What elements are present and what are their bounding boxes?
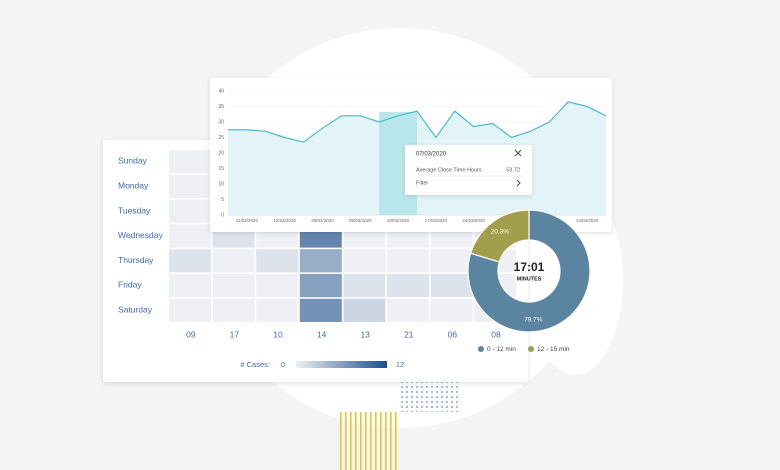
donut-slice [469,209,530,263]
x-tick-label: 05/03/2020 [349,218,372,223]
close-icon[interactable] [514,149,522,157]
y-tick-label: 20 [218,150,224,156]
heat-cell [169,150,211,174]
y-tick-label: 10 [218,181,224,187]
y-tick-label: 15 [218,166,224,172]
legend-label: 12 - 15 min [537,346,570,353]
y-tick-label: 25 [218,135,224,141]
heat-cell [387,249,429,273]
column-label: 14 [317,329,327,339]
legend-swatch [528,346,534,352]
y-tick-label: 30 [218,119,224,125]
heat-cell [169,298,211,322]
column-label: 13 [360,329,370,339]
legend-title: # Cases: [240,360,270,369]
center-subtitle: MINUTES [517,276,542,282]
heat-cell [212,298,255,322]
donut-slice [467,209,591,333]
column-label: 10 [273,329,283,339]
heat-cell [169,174,211,198]
y-tick-label: 0 [221,212,224,218]
y-tick-label: 35 [218,104,224,110]
x-tick-label: 10/03/2020 [387,218,410,223]
x-tick-label: 12/02/2020 [273,218,296,223]
heat-cell [169,199,211,223]
legend-max: 12 [396,360,404,369]
heat-cell [256,274,299,298]
heat-cell [299,249,342,273]
donut-chart: 79.7% 20.3% 17:01 MINUTES 0 - 12 min 12 - 15 … [467,209,591,353]
row-label: Tuesday [118,205,151,215]
column-label: 09 [186,329,196,339]
column-label: 08 [491,329,501,339]
heat-cell [299,274,342,298]
center-title: 17:01 [514,260,545,274]
row-label: Friday [118,280,142,290]
tooltip-box [405,145,532,195]
row-label: Thursday [118,255,154,265]
heat-cell [430,298,473,322]
tooltip-title: 07/03/2020 [416,152,447,158]
heat-cell [212,274,255,298]
x-tick-label: 24/03/2020 [462,218,485,223]
chevron[interactable] [516,179,521,187]
heat-cell [212,249,255,273]
tooltip-label: Average Close Time Hours [416,167,482,173]
row-label: Saturday [118,304,153,314]
row-label: Sunday [118,156,148,166]
stripe-pattern [338,412,400,470]
tooltip: 07/03/2020 Average Close Time Hours 53.7… [405,145,532,195]
heat-cell [430,249,473,273]
heat-cell [256,298,299,322]
heat-cell [343,249,386,273]
heat-cell [169,249,211,273]
x-tick-label: 14/04/2020 [576,218,599,223]
slice-label: 79.7% [524,317,543,324]
column-label: 17 [230,329,240,339]
heat-cell [169,274,211,298]
heat-cell [299,298,342,322]
legend-label: 0 - 12 min [487,346,516,353]
x-tick-label: 17/03/2020 [425,218,448,223]
heat-cell [169,224,211,248]
column-label: 21 [404,329,414,339]
y-tick-label: 40 [218,88,224,94]
heat-cell [387,274,429,298]
tooltip-value: 53.72 [506,167,520,173]
tooltip-action[interactable]: Filter [416,180,428,186]
column-label: 06 [448,329,458,339]
heat-cell [430,274,473,298]
heat-cell [343,274,386,298]
dot-pattern [398,382,460,412]
legend-scale [296,361,387,368]
row-label: Monday [118,180,149,190]
y-tick-label: 5 [221,197,224,203]
line [228,101,607,143]
x-tick-label: 11/02/2020 [236,218,259,223]
row-label: Wednesday [118,230,163,240]
heat-cell [256,249,299,273]
x-tick-label: 25/02/2020 [311,218,334,223]
heat-cell [387,298,429,322]
legend-swatch [478,346,484,352]
heat-cell [343,298,386,322]
legend-min: 0 [281,360,285,369]
slice-label: 20.3% [491,228,510,235]
